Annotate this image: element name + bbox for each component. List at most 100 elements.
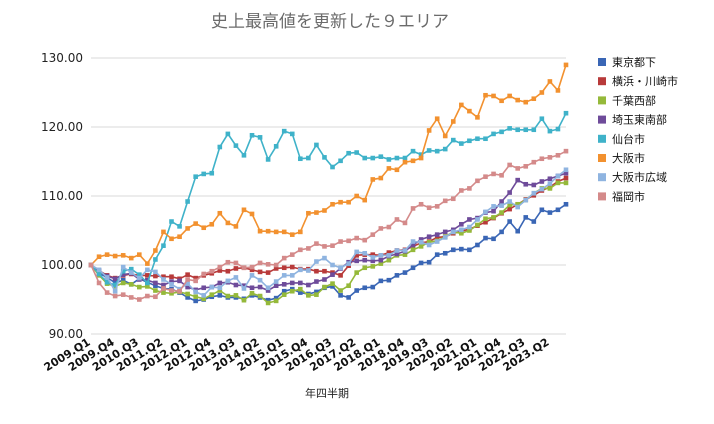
data-point: [491, 93, 496, 99]
series-4: [88, 170, 569, 293]
data-point: [442, 250, 448, 256]
data-point: [104, 290, 110, 295]
data-point: [354, 258, 359, 264]
series-6: [88, 62, 569, 268]
data-point: [402, 252, 408, 257]
data-point: [209, 284, 215, 290]
data-point: [306, 282, 311, 288]
data-point: [459, 221, 464, 227]
data-point: [145, 267, 150, 273]
data-point: [137, 272, 142, 277]
data-point: [394, 155, 400, 161]
legend-swatch: [598, 96, 606, 105]
data-point: [370, 258, 376, 264]
data-point: [539, 186, 545, 192]
data-point: [450, 119, 456, 124]
y-tick-label: 100.00: [41, 258, 83, 272]
data-point: [193, 221, 198, 226]
series-5: [88, 110, 569, 288]
legend-label: 東京都下: [612, 55, 656, 69]
data-point: [169, 274, 174, 280]
data-point: [338, 288, 343, 293]
data-point: [475, 115, 480, 120]
legend-item: 東京都下: [598, 55, 656, 69]
data-point: [314, 241, 319, 246]
data-point: [201, 271, 207, 277]
legend-label: 横浜・川崎市: [612, 74, 678, 88]
legend-item: 横浜・川崎市: [598, 74, 678, 88]
data-point: [555, 88, 561, 93]
series-line: [90, 112, 567, 286]
data-point: [314, 289, 319, 295]
data-point: [289, 288, 295, 294]
data-point: [491, 131, 496, 137]
data-point: [459, 102, 464, 108]
data-point: [362, 265, 368, 271]
x-axis-label: 年四半期: [305, 386, 349, 400]
data-point: [281, 128, 287, 134]
data-point: [217, 285, 223, 291]
data-point: [523, 164, 529, 169]
data-point: [120, 280, 126, 286]
data-point: [434, 148, 440, 154]
data-point: [483, 219, 488, 225]
data-point: [434, 232, 440, 237]
data-point: [459, 141, 464, 146]
data-point: [531, 219, 537, 224]
data-point: [233, 266, 239, 271]
data-point: [354, 193, 359, 199]
data-point: [120, 253, 126, 258]
y-tick-label: 120.00: [41, 120, 83, 134]
data-point: [185, 272, 190, 277]
data-point: [306, 155, 311, 161]
data-point: [169, 219, 174, 224]
data-point: [161, 277, 166, 282]
data-point: [257, 228, 263, 234]
data-point: [402, 155, 408, 161]
data-point: [418, 260, 424, 266]
data-point: [507, 126, 512, 131]
data-point: [281, 292, 287, 297]
data-point: [217, 280, 223, 286]
data-point: [378, 257, 384, 263]
data-point: [249, 132, 255, 138]
data-point: [515, 127, 520, 133]
data-point: [402, 220, 408, 226]
data-point: [394, 273, 400, 278]
data-point: [137, 275, 142, 281]
data-point: [354, 235, 359, 241]
data-point: [185, 199, 190, 204]
data-point: [281, 273, 287, 278]
data-point: [104, 275, 110, 280]
data-point: [467, 138, 472, 144]
data-point: [475, 136, 480, 142]
data-point: [547, 210, 553, 215]
data-point: [483, 209, 488, 215]
data-point: [338, 273, 343, 278]
data-point: [426, 259, 432, 265]
data-point: [531, 182, 537, 188]
data-point: [499, 210, 504, 215]
data-point: [523, 215, 529, 220]
legend-item: 千葉西部: [598, 93, 656, 107]
data-point: [410, 265, 416, 271]
data-point: [265, 262, 271, 267]
data-point: [394, 217, 400, 222]
data-point: [346, 199, 351, 205]
data-point: [289, 264, 295, 270]
data-point: [515, 177, 520, 183]
data-point: [145, 261, 150, 266]
data-point: [330, 243, 335, 248]
data-point: [354, 253, 359, 258]
data-point: [314, 259, 319, 264]
data-point: [249, 273, 255, 278]
data-point: [137, 297, 142, 302]
data-point: [555, 152, 561, 158]
data-point: [531, 127, 537, 133]
data-point: [265, 300, 271, 306]
data-point: [531, 159, 537, 165]
data-point: [434, 235, 440, 240]
data-point: [169, 236, 174, 242]
grid: [91, 57, 566, 335]
data-point: [145, 284, 150, 289]
